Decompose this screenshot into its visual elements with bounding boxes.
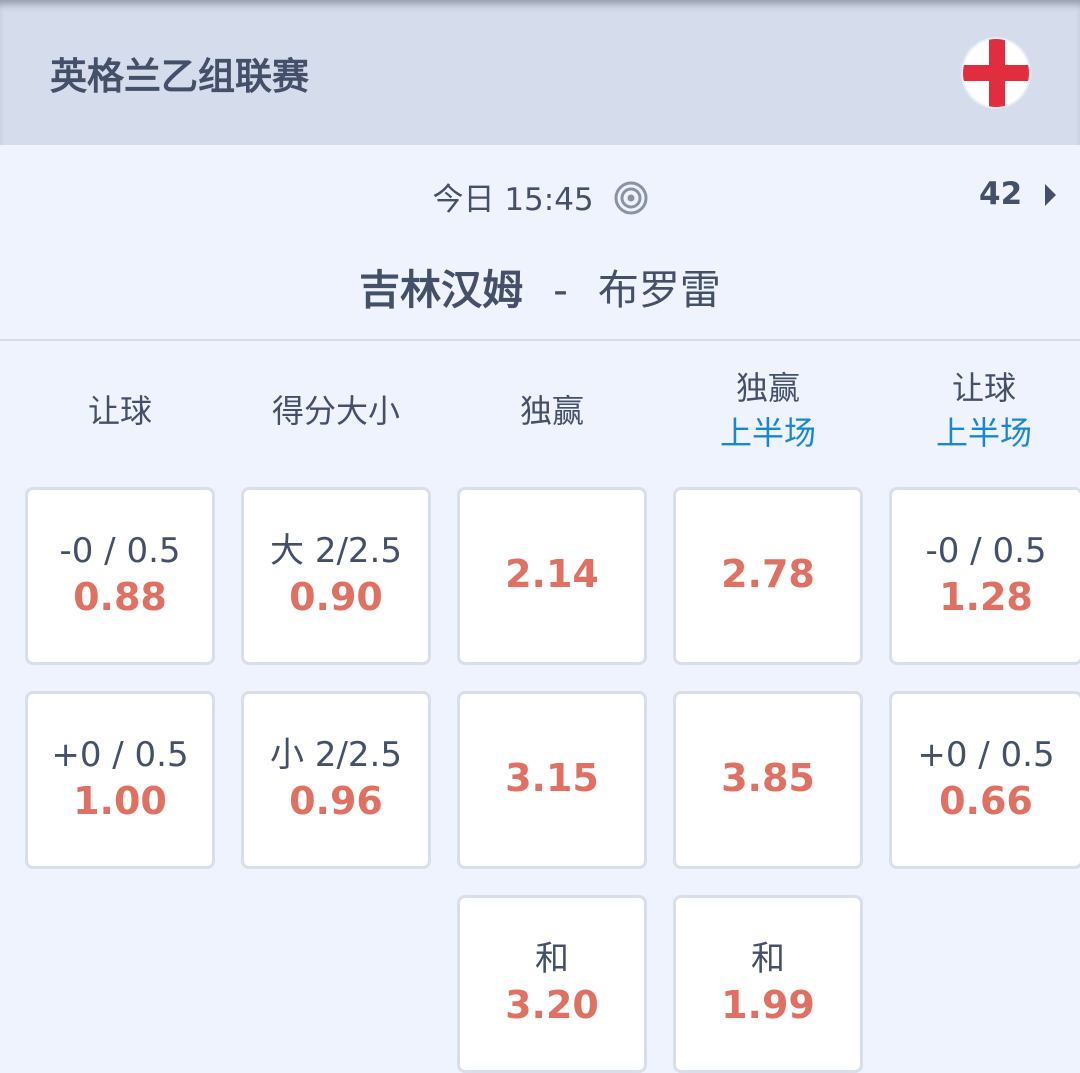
column-title: 得分大小 — [271, 392, 400, 430]
match-time-row: 今日 15:45 — [0, 174, 1080, 219]
column-title: 让球 — [951, 369, 1016, 407]
england-flag-icon — [961, 37, 1031, 109]
odds-cell[interactable]: -0 / 0.5 1.28 — [889, 487, 1080, 665]
team-separator: - — [553, 266, 568, 314]
odds-value: 0.90 — [289, 575, 383, 619]
more-markets-count[interactable]: 42 — [979, 176, 1023, 212]
odds-cell[interactable]: 3.85 — [673, 691, 863, 869]
odds-value: 1.00 — [73, 779, 167, 823]
column-header: 得分大小 — [241, 389, 431, 434]
column-header: 独赢 — [457, 389, 647, 434]
column-subtitle: 上半场 — [719, 414, 816, 452]
odds-value: 3.85 — [721, 756, 815, 800]
odds-cell[interactable]: 小 2/2.5 0.96 — [241, 691, 431, 869]
column-title: 独赢 — [519, 392, 584, 430]
odds-cell[interactable]: 大 2/2.5 0.90 — [241, 487, 431, 665]
odds-value: 3.15 — [505, 756, 599, 800]
odds-value: 3.20 — [505, 983, 599, 1027]
odds-line: 小 2/2.5 — [270, 735, 402, 775]
odds-line: +0 / 0.5 — [51, 735, 189, 775]
column-header: 让球 上半场 — [889, 366, 1079, 456]
odds-value: 2.78 — [721, 552, 815, 596]
odds-value: 0.96 — [289, 779, 383, 823]
odds-cell[interactable]: +0 / 0.5 0.66 — [889, 691, 1080, 869]
live-target-icon — [614, 181, 648, 215]
match-time: 今日 15:45 — [432, 182, 594, 218]
odds-line: 和 — [751, 939, 785, 979]
odds-cell[interactable]: 和 3.20 — [457, 895, 647, 1073]
column-header: 让球 — [25, 389, 215, 434]
odds-cell[interactable]: 2.78 — [673, 487, 863, 665]
odds-cell[interactable]: 2.14 — [457, 487, 647, 665]
chevron-right-icon[interactable] — [1045, 184, 1056, 206]
teams: 吉林汉姆 - 布罗雷 — [0, 256, 1080, 316]
odds-value: 2.14 — [505, 552, 599, 596]
odds-line: 大 2/2.5 — [270, 531, 402, 571]
column-header: 独赢 上半场 — [673, 366, 863, 456]
divider — [0, 339, 1080, 341]
odds-value: 0.88 — [73, 575, 167, 619]
league-header: 英格兰乙组联赛 — [0, 0, 1080, 145]
odds-cell[interactable]: +0 / 0.5 1.00 — [25, 691, 215, 869]
odds-line: 和 — [535, 939, 569, 979]
league-title: 英格兰乙组联赛 — [50, 55, 309, 98]
odds-value: 1.99 — [721, 983, 815, 1027]
odds-line: +0 / 0.5 — [917, 735, 1055, 775]
odds-line: -0 / 0.5 — [59, 531, 181, 571]
odds-cell[interactable]: -0 / 0.5 0.88 — [25, 487, 215, 665]
away-team: 布罗雷 — [597, 266, 721, 314]
odds-value: 0.66 — [939, 779, 1033, 823]
column-title: 让球 — [87, 392, 152, 430]
odds-value: 1.28 — [939, 575, 1033, 619]
column-subtitle: 上半场 — [935, 414, 1032, 452]
odds-cell[interactable]: 和 1.99 — [673, 895, 863, 1073]
home-team: 吉林汉姆 — [359, 266, 524, 314]
column-title: 独赢 — [735, 369, 800, 407]
odds-line: -0 / 0.5 — [925, 531, 1047, 571]
odds-cell[interactable]: 3.15 — [457, 691, 647, 869]
